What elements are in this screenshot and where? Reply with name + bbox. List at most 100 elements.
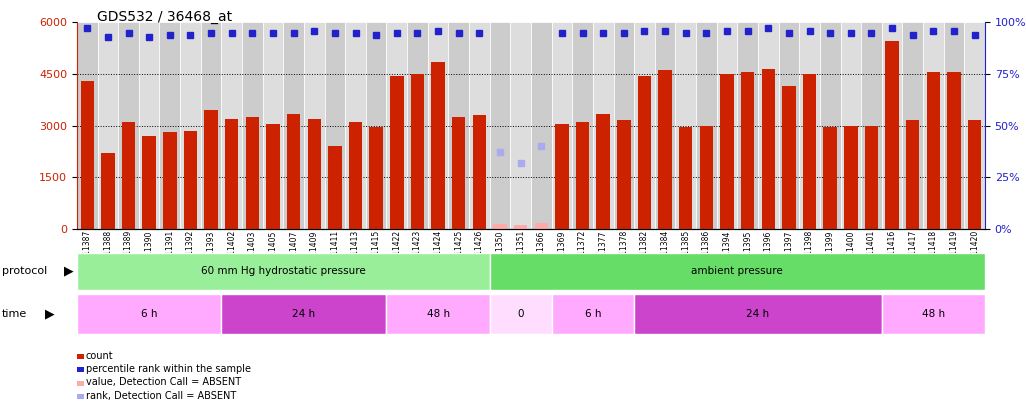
Bar <box>304 23 324 229</box>
Bar <box>576 122 589 229</box>
Bar <box>428 23 448 229</box>
Bar <box>944 23 964 229</box>
Text: rank, Detection Call = ABSENT: rank, Detection Call = ABSENT <box>85 391 236 401</box>
Bar <box>163 132 176 229</box>
Bar <box>514 225 527 229</box>
Text: time: time <box>2 309 28 319</box>
Bar <box>881 23 903 229</box>
Bar <box>387 23 407 229</box>
Bar <box>102 153 115 229</box>
Text: ambient pressure: ambient pressure <box>692 266 783 276</box>
Bar <box>452 117 466 229</box>
Bar <box>555 124 568 229</box>
Bar <box>390 76 403 229</box>
Bar <box>369 127 383 229</box>
Bar <box>159 23 181 229</box>
Bar <box>530 23 552 229</box>
Text: 24 h: 24 h <box>292 309 316 319</box>
Bar <box>885 41 899 229</box>
Bar <box>77 23 97 229</box>
Bar <box>741 72 754 229</box>
Bar <box>510 23 530 229</box>
Text: 6 h: 6 h <box>585 309 601 319</box>
Bar <box>659 70 672 229</box>
Bar <box>700 126 713 229</box>
Bar <box>410 74 424 229</box>
Text: 0: 0 <box>517 309 524 319</box>
Bar <box>923 23 944 229</box>
Bar <box>473 115 486 229</box>
Text: 6 h: 6 h <box>141 309 157 319</box>
Bar <box>696 23 717 229</box>
Bar <box>184 131 197 229</box>
Bar <box>881 294 985 334</box>
Bar <box>77 294 222 334</box>
Bar <box>593 23 614 229</box>
Bar <box>143 136 156 229</box>
Bar <box>964 23 985 229</box>
Bar <box>77 253 489 290</box>
Bar <box>903 23 923 229</box>
Text: count: count <box>85 351 113 360</box>
Bar <box>489 23 510 229</box>
Bar <box>596 113 609 229</box>
Bar <box>139 23 159 229</box>
Bar <box>431 62 445 229</box>
Bar <box>349 122 362 229</box>
Text: percentile rank within the sample: percentile rank within the sample <box>85 364 250 374</box>
Text: 24 h: 24 h <box>746 309 770 319</box>
Bar <box>802 74 817 229</box>
Bar <box>283 23 304 229</box>
Bar <box>222 294 387 334</box>
Bar <box>494 224 507 229</box>
Bar <box>469 23 489 229</box>
Bar <box>489 253 985 290</box>
Bar <box>308 119 321 229</box>
Bar <box>634 23 655 229</box>
Bar <box>345 23 366 229</box>
Bar <box>552 23 573 229</box>
Bar <box>97 23 118 229</box>
Text: ▶: ▶ <box>45 307 54 320</box>
Bar <box>799 23 820 229</box>
Bar <box>324 23 345 229</box>
Bar <box>181 23 201 229</box>
Bar <box>448 23 469 229</box>
Bar <box>225 119 238 229</box>
Bar <box>328 146 342 229</box>
Bar <box>968 120 981 229</box>
Bar <box>81 81 94 229</box>
Bar <box>242 23 263 229</box>
Text: 48 h: 48 h <box>921 309 945 319</box>
Bar <box>675 23 696 229</box>
Bar <box>761 69 775 229</box>
Text: value, Detection Call = ABSENT: value, Detection Call = ABSENT <box>85 377 241 387</box>
Bar <box>201 23 222 229</box>
Bar <box>245 117 260 229</box>
Bar <box>489 294 552 334</box>
Bar <box>782 86 795 229</box>
Bar <box>122 122 135 229</box>
Bar <box>535 223 548 229</box>
Bar <box>824 127 837 229</box>
Bar <box>118 23 139 229</box>
Text: 60 mm Hg hydrostatic pressure: 60 mm Hg hydrostatic pressure <box>201 266 365 276</box>
Bar <box>679 127 693 229</box>
Text: GDS532 / 36468_at: GDS532 / 36468_at <box>97 10 233 24</box>
Text: 48 h: 48 h <box>427 309 449 319</box>
Bar <box>865 126 878 229</box>
Bar <box>844 126 858 229</box>
Bar <box>407 23 428 229</box>
Bar <box>820 23 840 229</box>
Bar <box>287 113 301 229</box>
Bar <box>720 74 734 229</box>
Bar <box>222 23 242 229</box>
Bar <box>617 120 631 229</box>
Bar <box>552 294 634 334</box>
Bar <box>738 23 758 229</box>
Bar <box>263 23 283 229</box>
Bar <box>573 23 593 229</box>
Bar <box>267 124 280 229</box>
Bar <box>926 72 940 229</box>
Bar <box>655 23 675 229</box>
